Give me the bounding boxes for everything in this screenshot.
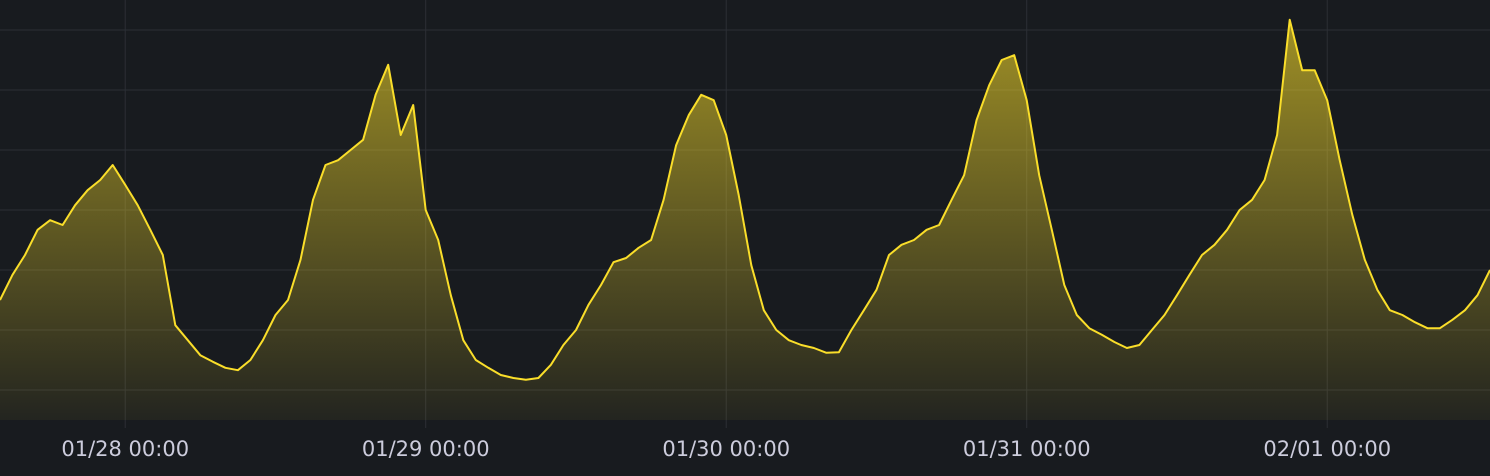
area-fill (0, 19, 1490, 421)
x-tick-label: 01/30 00:00 (662, 437, 790, 461)
x-tick-label: 01/31 00:00 (963, 437, 1091, 461)
x-tick-label: 01/28 00:00 (61, 437, 189, 461)
x-tick-label: 01/29 00:00 (362, 437, 490, 461)
series-line (0, 18, 1490, 381)
x-tick-label: 02/01 00:00 (1263, 437, 1391, 461)
